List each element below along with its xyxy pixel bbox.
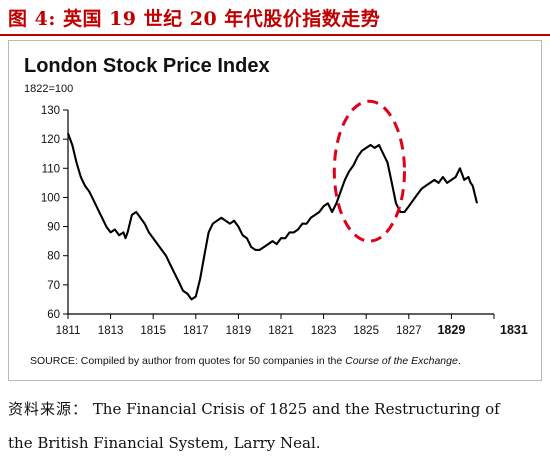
y-tick-label: 60: [47, 309, 60, 321]
x-tick-label: 1817: [183, 325, 209, 337]
x-tick-label: 1823: [311, 325, 337, 337]
series-line-stock-index: [67, 132, 479, 301]
x-tick-label: 1821: [268, 325, 294, 337]
chart-source-note: SOURCE: Compiled by author from quotes f…: [30, 355, 461, 367]
y-axis-unit-label: 1822=100: [24, 83, 73, 95]
x-tick-label: 1819: [226, 325, 252, 337]
title-divider: [0, 34, 550, 36]
source-line-1: 资料来源： The Financial Crisis of 1825 and t…: [8, 392, 542, 426]
source-citation: 资料来源： The Financial Crisis of 1825 and t…: [8, 392, 542, 460]
y-tick-label: 130: [41, 105, 60, 117]
y-ticks: 60 70 80 90 100 110 120 130: [41, 105, 68, 321]
x-tick-label: 1831: [500, 323, 528, 337]
y-tick-label: 120: [41, 134, 60, 146]
x-tick-label: 1829: [437, 323, 465, 337]
figure-title: 图 4: 英国 19 世纪 20 年代股价指数走势: [8, 8, 381, 30]
y-tick-label: 110: [42, 163, 60, 175]
x-tick-label: 1827: [396, 325, 422, 337]
y-tick-label: 90: [47, 222, 60, 234]
x-tick-label: 1825: [353, 325, 379, 337]
chart-frame: London Stock Price Index 1822=100 60 70 80…: [8, 40, 542, 381]
source-text-1: The Financial Crisis of 1825 and the Res…: [88, 400, 500, 418]
source-prefix: 资料来源：: [8, 400, 89, 418]
source-line-2: the British Financial System, Larry Neal…: [8, 434, 321, 452]
highlight-ellipse-1825: [332, 99, 406, 243]
x-ticks: 1811 1813 1815 1817 1819 1821 1823 1825 1827 1829…: [56, 314, 528, 337]
y-tick-label: 100: [41, 192, 60, 204]
x-tick-label: 1811: [56, 325, 81, 337]
y-tick-label: 80: [47, 251, 60, 263]
x-tick-label: 1815: [140, 325, 166, 337]
chart-title: London Stock Price Index: [24, 55, 270, 77]
y-tick-label: 70: [47, 280, 60, 292]
x-tick-label: 1813: [98, 325, 124, 337]
line-chart: London Stock Price Index 1822=100 60 70 80…: [8, 40, 542, 381]
